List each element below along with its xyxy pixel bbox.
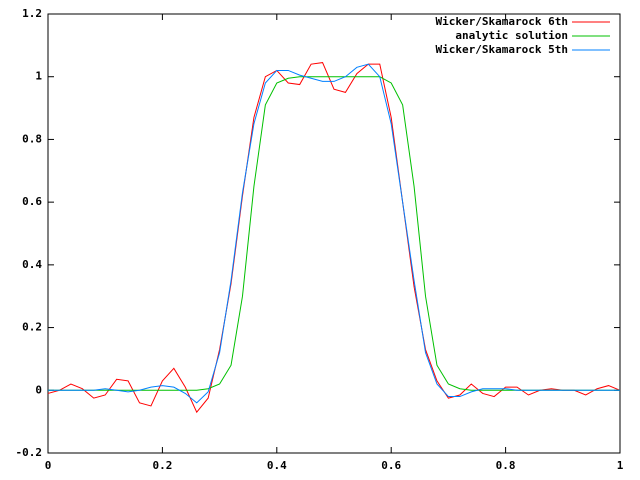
x-tick-label: 0.4 <box>267 459 287 472</box>
legend-label: analytic solution <box>455 29 568 42</box>
x-tick-label: 0 <box>45 459 52 472</box>
y-tick-label: 0.6 <box>22 195 42 208</box>
x-tick-label: 0.2 <box>152 459 172 472</box>
y-tick-label: 1.2 <box>22 7 42 20</box>
legend-label: Wicker/Skamarock 6th <box>436 15 568 28</box>
x-tick-label: 1 <box>617 459 624 472</box>
series-line <box>47 62 621 414</box>
x-tick-label: 0.8 <box>496 459 516 472</box>
plot-frame <box>47 13 621 454</box>
y-tick-label: -0.2 <box>16 446 43 459</box>
series-line <box>48 63 620 404</box>
y-tick-label: 1 <box>35 70 42 83</box>
y-tick-label: 0 <box>35 383 42 396</box>
y-tick-label: 0.8 <box>22 132 42 145</box>
series-line <box>48 76 620 391</box>
y-tick-label: 0.2 <box>22 321 42 334</box>
y-tick-label: 0.4 <box>22 258 42 271</box>
legend-label: Wicker/Skamarock 5th <box>436 43 568 56</box>
x-tick-label: 0.6 <box>381 459 401 472</box>
